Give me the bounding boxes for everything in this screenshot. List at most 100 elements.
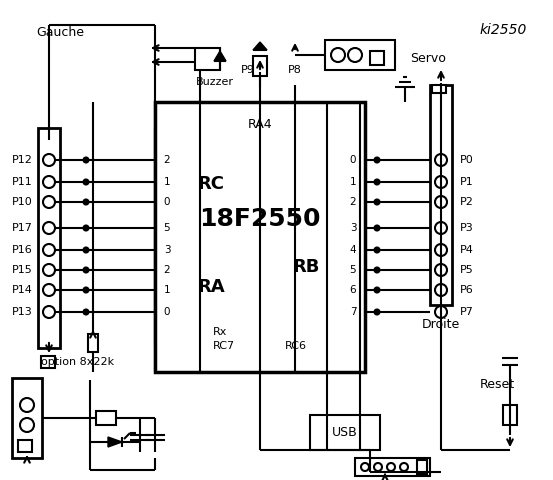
Text: ki2550: ki2550 xyxy=(480,23,528,37)
Circle shape xyxy=(20,398,34,412)
Text: P12: P12 xyxy=(12,155,33,165)
Text: P15: P15 xyxy=(12,265,33,275)
Circle shape xyxy=(435,154,447,166)
Text: P4: P4 xyxy=(460,245,474,255)
Bar xyxy=(195,48,220,70)
Text: P16: P16 xyxy=(12,245,33,255)
Text: P3: P3 xyxy=(460,223,474,233)
Polygon shape xyxy=(108,437,122,447)
Polygon shape xyxy=(253,42,267,50)
Text: 0: 0 xyxy=(164,307,170,317)
Text: Droite: Droite xyxy=(422,319,460,332)
Text: P10: P10 xyxy=(12,197,33,207)
Bar xyxy=(310,415,380,450)
Text: P1: P1 xyxy=(460,177,474,187)
Bar xyxy=(355,458,430,476)
Circle shape xyxy=(435,284,447,296)
Bar xyxy=(41,356,55,368)
Circle shape xyxy=(374,180,379,184)
Circle shape xyxy=(84,180,88,184)
Text: P7: P7 xyxy=(460,307,474,317)
Circle shape xyxy=(43,244,55,256)
Circle shape xyxy=(374,226,379,230)
Bar xyxy=(325,40,395,70)
Bar xyxy=(417,460,427,474)
Text: option 8x22k: option 8x22k xyxy=(41,357,114,367)
Circle shape xyxy=(435,244,447,256)
Bar xyxy=(430,85,452,305)
Bar xyxy=(18,440,32,452)
Text: RA4: RA4 xyxy=(248,118,272,131)
Circle shape xyxy=(43,284,55,296)
Circle shape xyxy=(374,248,379,252)
Circle shape xyxy=(43,196,55,208)
Bar xyxy=(155,102,365,372)
Circle shape xyxy=(374,200,379,204)
Text: 5: 5 xyxy=(164,223,170,233)
Text: Servo: Servo xyxy=(410,51,446,64)
Text: 3: 3 xyxy=(349,223,356,233)
Circle shape xyxy=(43,154,55,166)
Circle shape xyxy=(435,306,447,318)
Text: P8: P8 xyxy=(288,65,302,75)
Circle shape xyxy=(84,200,88,204)
Circle shape xyxy=(435,264,447,276)
Circle shape xyxy=(348,48,362,62)
Bar xyxy=(96,411,116,425)
Circle shape xyxy=(435,222,447,234)
Text: 2: 2 xyxy=(164,155,170,165)
Text: P9: P9 xyxy=(241,65,255,75)
Text: 0: 0 xyxy=(349,155,356,165)
Circle shape xyxy=(374,288,379,292)
Text: Gauche: Gauche xyxy=(36,25,84,38)
Text: RC6: RC6 xyxy=(285,341,307,351)
Circle shape xyxy=(84,226,88,230)
Circle shape xyxy=(43,222,55,234)
Text: P6: P6 xyxy=(460,285,474,295)
Text: P5: P5 xyxy=(460,265,474,275)
Text: RC: RC xyxy=(197,175,224,193)
Bar xyxy=(432,85,446,93)
Circle shape xyxy=(84,310,88,314)
Circle shape xyxy=(84,288,88,292)
Text: P17: P17 xyxy=(12,223,33,233)
Text: 0: 0 xyxy=(164,197,170,207)
Text: P11: P11 xyxy=(12,177,33,187)
Bar xyxy=(503,405,517,425)
Text: 1: 1 xyxy=(349,177,356,187)
Text: 2: 2 xyxy=(164,265,170,275)
Circle shape xyxy=(435,176,447,188)
Circle shape xyxy=(84,267,88,273)
Circle shape xyxy=(400,463,408,471)
Text: 7: 7 xyxy=(349,307,356,317)
Text: P0: P0 xyxy=(460,155,474,165)
Circle shape xyxy=(43,264,55,276)
Circle shape xyxy=(435,196,447,208)
Text: USB: USB xyxy=(332,427,358,440)
Circle shape xyxy=(331,48,345,62)
Text: P2: P2 xyxy=(460,197,474,207)
Text: RA: RA xyxy=(197,278,225,296)
Bar xyxy=(88,334,98,352)
Text: RC7: RC7 xyxy=(213,341,235,351)
Text: Buzzer: Buzzer xyxy=(196,77,234,87)
Bar xyxy=(370,51,384,65)
Circle shape xyxy=(374,463,382,471)
Circle shape xyxy=(374,157,379,163)
Text: 2: 2 xyxy=(349,197,356,207)
Bar xyxy=(253,56,267,76)
Text: Reset: Reset xyxy=(480,379,515,392)
Circle shape xyxy=(20,418,34,432)
Polygon shape xyxy=(214,51,226,61)
Circle shape xyxy=(43,176,55,188)
Text: 4: 4 xyxy=(349,245,356,255)
Text: 18F2550: 18F2550 xyxy=(199,207,321,231)
Circle shape xyxy=(84,248,88,252)
Bar xyxy=(38,128,60,348)
Text: 1: 1 xyxy=(164,177,170,187)
Text: 1: 1 xyxy=(164,285,170,295)
Circle shape xyxy=(374,267,379,273)
Text: P14: P14 xyxy=(12,285,33,295)
Text: 5: 5 xyxy=(349,265,356,275)
Text: P13: P13 xyxy=(12,307,33,317)
